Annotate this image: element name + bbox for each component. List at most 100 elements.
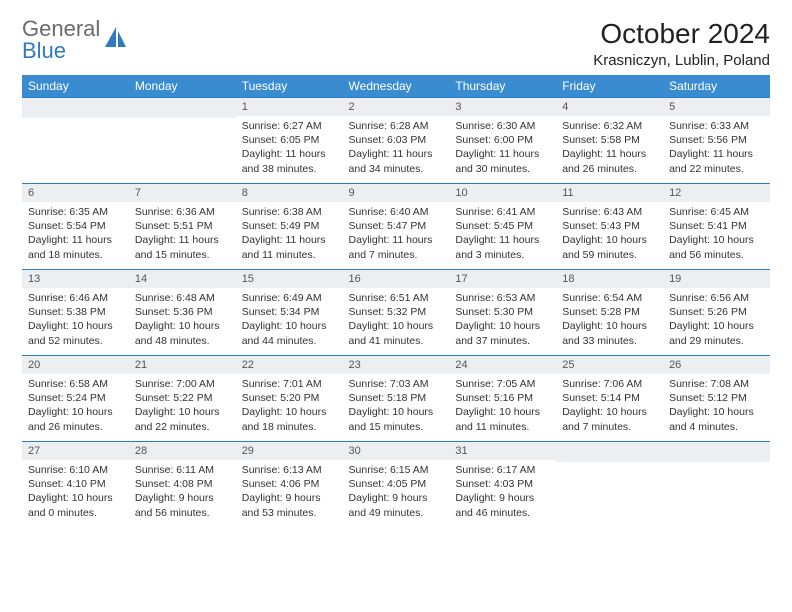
sunrise-line: Sunrise: 6:49 AM [242,291,337,305]
day-number: 31 [449,441,556,460]
daylight-line: Daylight: 9 hours and 53 minutes. [242,491,337,519]
day-details: Sunrise: 6:43 AMSunset: 5:43 PMDaylight:… [556,202,663,268]
day-number: 25 [556,355,663,374]
calendar-cell: 30Sunrise: 6:15 AMSunset: 4:05 PMDayligh… [343,441,450,527]
weekday-header: Monday [129,75,236,97]
calendar-body: 1Sunrise: 6:27 AMSunset: 6:05 PMDaylight… [22,97,770,527]
sunrise-line: Sunrise: 6:28 AM [349,119,444,133]
sunrise-line: Sunrise: 6:56 AM [669,291,764,305]
sunset-line: Sunset: 5:26 PM [669,305,764,319]
day-details: Sunrise: 7:06 AMSunset: 5:14 PMDaylight:… [556,374,663,440]
sunrise-line: Sunrise: 6:38 AM [242,205,337,219]
calendar-week-row: 1Sunrise: 6:27 AMSunset: 6:05 PMDaylight… [22,97,770,183]
calendar-header-row: SundayMondayTuesdayWednesdayThursdayFrid… [22,75,770,97]
day-details: Sunrise: 6:49 AMSunset: 5:34 PMDaylight:… [236,288,343,354]
calendar-week-row: 13Sunrise: 6:46 AMSunset: 5:38 PMDayligh… [22,269,770,355]
day-details: Sunrise: 6:53 AMSunset: 5:30 PMDaylight:… [449,288,556,354]
calendar-cell: 17Sunrise: 6:53 AMSunset: 5:30 PMDayligh… [449,269,556,355]
calendar-cell: 25Sunrise: 7:06 AMSunset: 5:14 PMDayligh… [556,355,663,441]
daylight-line: Daylight: 11 hours and 38 minutes. [242,147,337,175]
day-number: 3 [449,97,556,116]
daylight-line: Daylight: 11 hours and 15 minutes. [135,233,230,261]
sunset-line: Sunset: 4:05 PM [349,477,444,491]
sunset-line: Sunset: 5:32 PM [349,305,444,319]
day-details: Sunrise: 6:35 AMSunset: 5:54 PMDaylight:… [22,202,129,268]
sunrise-line: Sunrise: 6:40 AM [349,205,444,219]
day-details: Sunrise: 6:36 AMSunset: 5:51 PMDaylight:… [129,202,236,268]
sunrise-line: Sunrise: 6:33 AM [669,119,764,133]
sunset-line: Sunset: 5:38 PM [28,305,123,319]
daylight-line: Daylight: 10 hours and 7 minutes. [562,405,657,433]
day-number: 24 [449,355,556,374]
daylight-line: Daylight: 10 hours and 15 minutes. [349,405,444,433]
day-details: Sunrise: 6:11 AMSunset: 4:08 PMDaylight:… [129,460,236,526]
day-details: Sunrise: 6:38 AMSunset: 5:49 PMDaylight:… [236,202,343,268]
day-details: Sunrise: 6:10 AMSunset: 4:10 PMDaylight:… [22,460,129,526]
sunset-line: Sunset: 5:22 PM [135,391,230,405]
calendar-cell [129,97,236,183]
sunset-line: Sunset: 5:47 PM [349,219,444,233]
empty-day [22,97,129,118]
sunrise-line: Sunrise: 6:35 AM [28,205,123,219]
daylight-line: Daylight: 11 hours and 7 minutes. [349,233,444,261]
sunset-line: Sunset: 5:34 PM [242,305,337,319]
day-details: Sunrise: 7:05 AMSunset: 5:16 PMDaylight:… [449,374,556,440]
sunset-line: Sunset: 5:49 PM [242,219,337,233]
day-details: Sunrise: 7:08 AMSunset: 5:12 PMDaylight:… [663,374,770,440]
sunset-line: Sunset: 4:06 PM [242,477,337,491]
sunrise-line: Sunrise: 7:06 AM [562,377,657,391]
sunset-line: Sunset: 5:56 PM [669,133,764,147]
sunrise-line: Sunrise: 6:13 AM [242,463,337,477]
daylight-line: Daylight: 10 hours and 11 minutes. [455,405,550,433]
daylight-line: Daylight: 11 hours and 3 minutes. [455,233,550,261]
sunrise-line: Sunrise: 6:15 AM [349,463,444,477]
daylight-line: Daylight: 11 hours and 30 minutes. [455,147,550,175]
day-number: 7 [129,183,236,202]
daylight-line: Daylight: 10 hours and 22 minutes. [135,405,230,433]
sunset-line: Sunset: 5:45 PM [455,219,550,233]
day-details: Sunrise: 6:27 AMSunset: 6:05 PMDaylight:… [236,116,343,182]
day-details: Sunrise: 6:51 AMSunset: 5:32 PMDaylight:… [343,288,450,354]
calendar-cell: 10Sunrise: 6:41 AMSunset: 5:45 PMDayligh… [449,183,556,269]
daylight-line: Daylight: 9 hours and 46 minutes. [455,491,550,519]
sunset-line: Sunset: 5:43 PM [562,219,657,233]
calendar-cell: 13Sunrise: 6:46 AMSunset: 5:38 PMDayligh… [22,269,129,355]
sunrise-line: Sunrise: 6:10 AM [28,463,123,477]
sunset-line: Sunset: 5:41 PM [669,219,764,233]
day-number: 18 [556,269,663,288]
day-number: 17 [449,269,556,288]
weekday-header: Wednesday [343,75,450,97]
calendar-cell: 20Sunrise: 6:58 AMSunset: 5:24 PMDayligh… [22,355,129,441]
daylight-line: Daylight: 10 hours and 18 minutes. [242,405,337,433]
day-number: 20 [22,355,129,374]
calendar-cell [663,441,770,527]
sunrise-line: Sunrise: 6:27 AM [242,119,337,133]
calendar-cell: 31Sunrise: 6:17 AMSunset: 4:03 PMDayligh… [449,441,556,527]
sunrise-line: Sunrise: 6:30 AM [455,119,550,133]
calendar-cell: 2Sunrise: 6:28 AMSunset: 6:03 PMDaylight… [343,97,450,183]
calendar-cell: 6Sunrise: 6:35 AMSunset: 5:54 PMDaylight… [22,183,129,269]
empty-day [129,97,236,118]
sunset-line: Sunset: 6:03 PM [349,133,444,147]
sunset-line: Sunset: 5:20 PM [242,391,337,405]
empty-day [663,441,770,462]
weekday-header: Tuesday [236,75,343,97]
sunset-line: Sunset: 5:28 PM [562,305,657,319]
day-details: Sunrise: 6:40 AMSunset: 5:47 PMDaylight:… [343,202,450,268]
sunset-line: Sunset: 4:03 PM [455,477,550,491]
calendar-cell: 29Sunrise: 6:13 AMSunset: 4:06 PMDayligh… [236,441,343,527]
sunset-line: Sunset: 5:24 PM [28,391,123,405]
sunrise-line: Sunrise: 7:00 AM [135,377,230,391]
calendar-week-row: 27Sunrise: 6:10 AMSunset: 4:10 PMDayligh… [22,441,770,527]
day-details: Sunrise: 6:58 AMSunset: 5:24 PMDaylight:… [22,374,129,440]
sunrise-line: Sunrise: 6:36 AM [135,205,230,219]
calendar-cell: 12Sunrise: 6:45 AMSunset: 5:41 PMDayligh… [663,183,770,269]
sunset-line: Sunset: 5:58 PM [562,133,657,147]
calendar-cell: 1Sunrise: 6:27 AMSunset: 6:05 PMDaylight… [236,97,343,183]
day-details: Sunrise: 7:03 AMSunset: 5:18 PMDaylight:… [343,374,450,440]
day-details: Sunrise: 6:54 AMSunset: 5:28 PMDaylight:… [556,288,663,354]
daylight-line: Daylight: 11 hours and 34 minutes. [349,147,444,175]
weekday-header: Saturday [663,75,770,97]
day-details: Sunrise: 6:56 AMSunset: 5:26 PMDaylight:… [663,288,770,354]
daylight-line: Daylight: 10 hours and 44 minutes. [242,319,337,347]
